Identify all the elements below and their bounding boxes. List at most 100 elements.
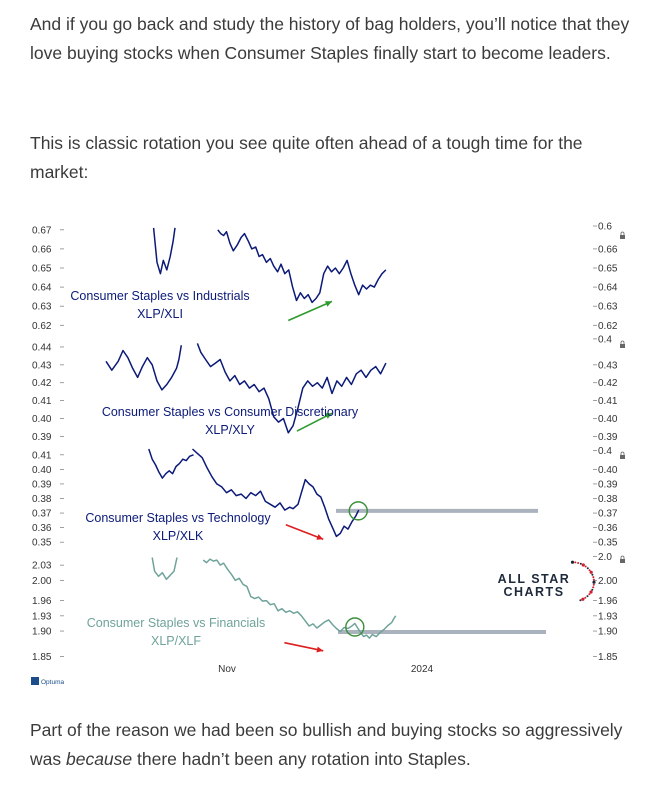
y-tick-left: 0.36 bbox=[32, 523, 52, 534]
rotation-paragraph: This is classic rotation you see quite o… bbox=[30, 133, 583, 182]
y-tick-left: 0.39 bbox=[32, 432, 52, 443]
closing-text-after: there hadn’t been any rotation into Stap… bbox=[132, 749, 471, 769]
red-trend-arrowhead bbox=[316, 534, 324, 540]
logo-stars bbox=[570, 560, 596, 602]
green-trend-arrow bbox=[296, 412, 333, 432]
y-tick-left: 0.37 bbox=[32, 509, 52, 520]
y-tick-left: 0.39 bbox=[32, 479, 52, 490]
logo-star bbox=[574, 561, 577, 564]
y-tick-right: 1.90 bbox=[598, 627, 618, 638]
green-trend-arrow bbox=[287, 300, 333, 322]
lock-icon-shackle bbox=[620, 451, 625, 455]
logo-star bbox=[577, 562, 580, 564]
lock-icon-shackle bbox=[620, 340, 625, 344]
logo-star bbox=[589, 590, 593, 594]
y-tick-right: 0.62 bbox=[598, 321, 618, 332]
lock-icon-shackle bbox=[620, 231, 625, 235]
y-tick-right: 1.96 bbox=[598, 596, 618, 607]
x-tick-label: 2024 bbox=[411, 664, 434, 675]
lock-icon-shackle bbox=[620, 555, 625, 559]
y-tick-right: 0.41 bbox=[598, 396, 618, 407]
logo-star bbox=[570, 560, 575, 564]
y-tick-right: 0.39 bbox=[598, 479, 618, 490]
ratio-chart: 0.67 0.6 0.66 0.66 0.65 0.65 0.64 0.64 0.63 0.63 0… bbox=[30, 218, 630, 690]
y-tick-right: 0.36 bbox=[598, 523, 618, 534]
intro-paragraph: And if you go back and study the history… bbox=[30, 14, 630, 63]
y-tick-right: 0.43 bbox=[598, 360, 618, 371]
logo-star bbox=[592, 580, 596, 584]
y-tick-left: 0.40 bbox=[32, 414, 52, 425]
y-tick-right: 0.40 bbox=[598, 414, 618, 425]
y-tick-left: 1.85 bbox=[32, 652, 52, 663]
y-tick-right: 1.85 bbox=[598, 652, 618, 663]
xlp-xly-series-line bbox=[196, 343, 387, 434]
allstarcharts-logo: ALL STAR CHARTS bbox=[498, 560, 596, 602]
y-tick-right: 2.0 bbox=[598, 552, 612, 563]
y-tick-right: 0.64 bbox=[598, 283, 618, 294]
y-tick-right: 0.42 bbox=[598, 378, 618, 389]
red-trend-arrow bbox=[285, 523, 324, 541]
y-tick-right: 0.40 bbox=[598, 465, 618, 476]
y-tick-left: 1.96 bbox=[32, 596, 52, 607]
xlp-xlk-series-line bbox=[148, 448, 194, 479]
y-tick-right: 0.35 bbox=[598, 538, 618, 549]
logo-star bbox=[584, 565, 587, 568]
xlp-xli-series-line bbox=[152, 227, 176, 275]
red-trend-arrowhead bbox=[316, 646, 324, 653]
optuma-source-badge: Optuma bbox=[31, 677, 65, 686]
lock-icon bbox=[620, 344, 625, 348]
logo-star bbox=[592, 576, 595, 579]
y-tick-right: 0.63 bbox=[598, 302, 618, 313]
xlp-xli-series-line bbox=[217, 229, 387, 304]
logo-star bbox=[586, 567, 589, 570]
optuma-text: Optuma bbox=[41, 679, 65, 686]
logo-star bbox=[588, 593, 591, 596]
xlp-xly-series-line bbox=[105, 345, 183, 391]
logo-star bbox=[581, 597, 585, 601]
y-tick-left: 0.64 bbox=[32, 283, 52, 294]
logo-star bbox=[592, 578, 595, 581]
y-tick-right: 1.93 bbox=[598, 611, 618, 622]
logo-star bbox=[584, 596, 587, 599]
y-tick-left: 0.63 bbox=[32, 302, 52, 313]
xlp-xlk-series-line bbox=[191, 448, 360, 538]
green-trend-arrowhead bbox=[325, 301, 332, 307]
y-tick-left: 0.35 bbox=[32, 538, 52, 549]
logo-star bbox=[588, 569, 591, 572]
y-tick-left: 0.40 bbox=[32, 465, 52, 476]
logo-star bbox=[579, 562, 582, 565]
xlp-xlf-series-line bbox=[202, 558, 397, 639]
y-tick-left: 0.41 bbox=[32, 450, 52, 461]
y-tick-left: 0.41 bbox=[32, 396, 52, 407]
lock-icon bbox=[620, 235, 625, 239]
y-tick-left: 2.03 bbox=[32, 561, 52, 572]
xlp-xlk-title: Consumer Staples vs Technology bbox=[85, 511, 271, 525]
closing-paragraph: Part of the reason we had been so bullis… bbox=[30, 716, 635, 774]
xlp-xlf-series-line bbox=[151, 557, 178, 581]
closing-text-before: Part of the reason we had been so bullis… bbox=[30, 720, 623, 769]
y-tick-right: 2.00 bbox=[598, 576, 618, 587]
logo-line1: ALL STAR bbox=[498, 572, 571, 586]
xlp-xly-title: Consumer Staples vs Consumer Discretiona… bbox=[102, 405, 359, 419]
y-tick-right: 0.65 bbox=[598, 264, 618, 275]
y-tick-right: 0.37 bbox=[598, 509, 618, 520]
y-tick-left: 0.43 bbox=[32, 360, 52, 371]
y-tick-right: 0.4 bbox=[598, 446, 612, 457]
logo-line2: CHARTS bbox=[503, 585, 564, 599]
y-tick-left: 0.44 bbox=[32, 342, 52, 353]
lock-icon bbox=[620, 455, 625, 459]
logo-star bbox=[579, 599, 582, 602]
xlp-xli-title: Consumer Staples vs Industrials bbox=[70, 289, 249, 303]
y-tick-left: 1.90 bbox=[32, 627, 52, 638]
xlp-xlf-title: Consumer Staples vs Financials bbox=[87, 616, 266, 630]
logo-star bbox=[591, 573, 594, 576]
closing-emphasis: because bbox=[65, 749, 133, 769]
y-tick-right: 0.39 bbox=[598, 432, 618, 443]
y-tick-left: 0.65 bbox=[32, 264, 52, 275]
logo-star bbox=[586, 595, 589, 598]
logo-star bbox=[592, 586, 595, 589]
green-trend-arrowhead bbox=[325, 413, 332, 419]
y-tick-left: 0.62 bbox=[32, 321, 52, 332]
red-trend-arrow bbox=[284, 641, 324, 652]
ratio-chart-svg: 0.67 0.6 0.66 0.66 0.65 0.65 0.64 0.64 0.63 0.63 0… bbox=[31, 222, 625, 686]
